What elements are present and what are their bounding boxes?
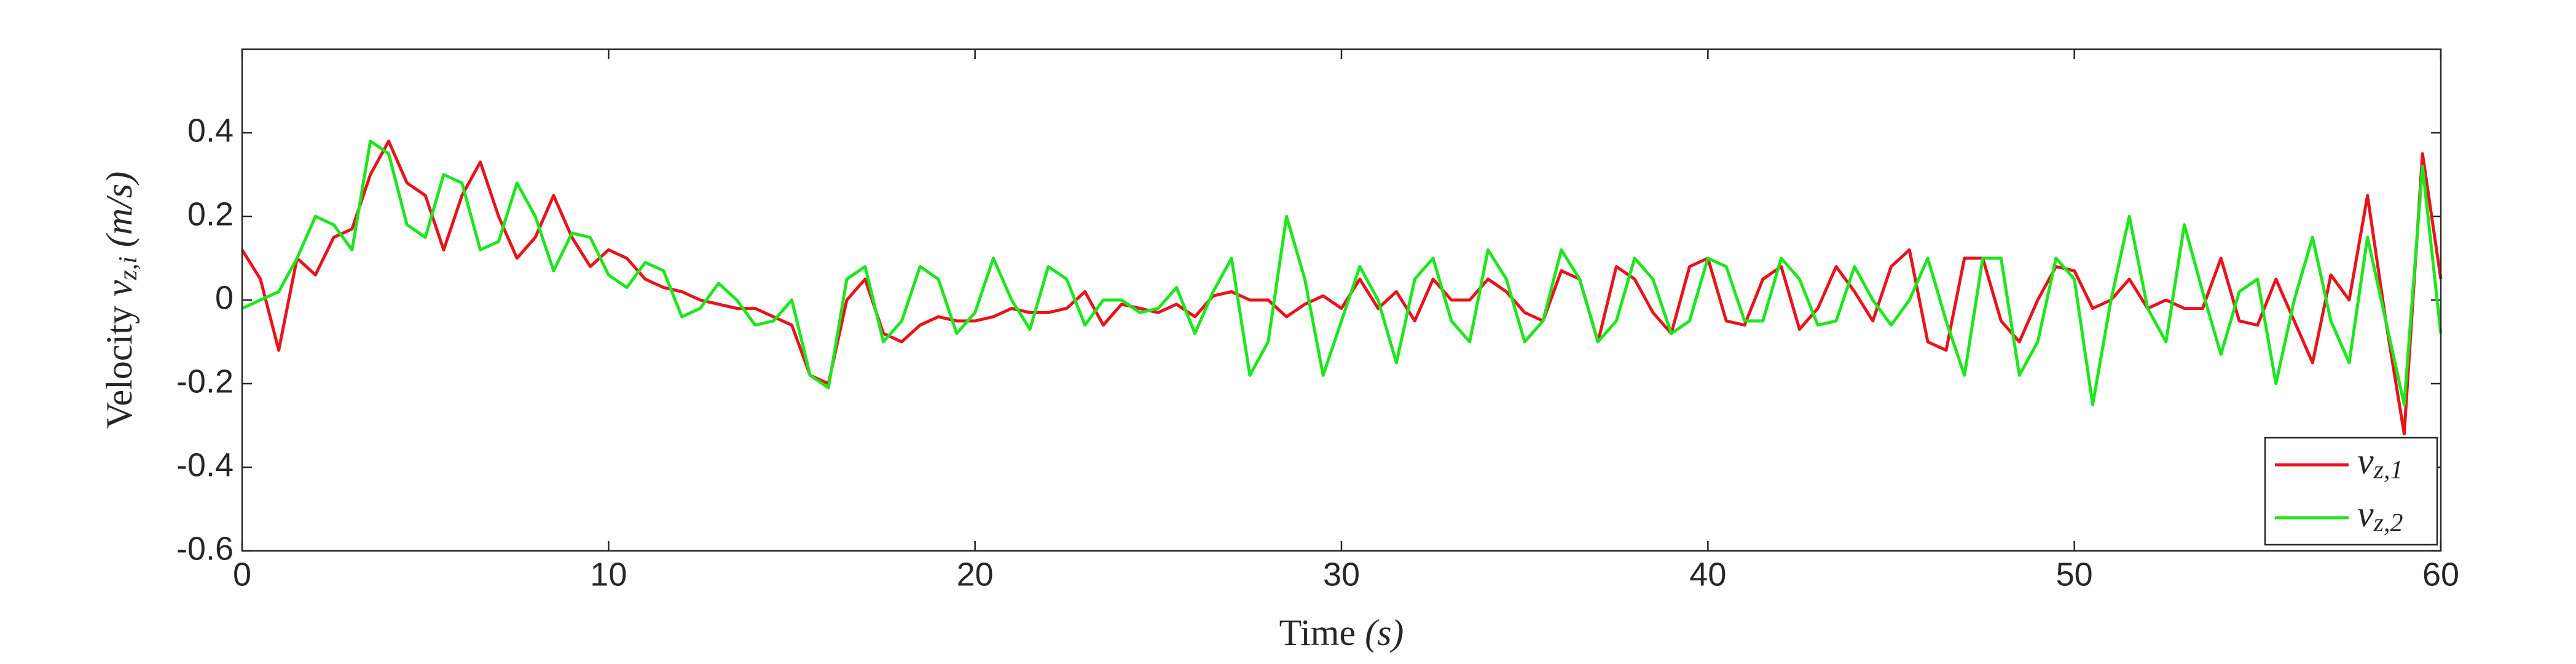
x-tick-label: 50 (2056, 556, 2093, 593)
series-line (240, 140, 2443, 436)
legend-label: vz,2 (2357, 494, 2403, 537)
x-tick-label: 10 (590, 556, 627, 593)
legend-box (2264, 437, 2438, 546)
y-label-subscript: z,i (114, 256, 143, 281)
y-tick-label: -0.2 (176, 363, 234, 400)
x-tick-label: 0 (233, 556, 251, 593)
y-tick-label: -0.6 (176, 530, 234, 567)
axes-box (241, 48, 2442, 552)
legend-subscript: z,2 (2373, 509, 2403, 537)
y-tick-label: 0.4 (187, 112, 234, 149)
legend-name: v (2357, 441, 2374, 481)
y-tick-label: 0 (215, 279, 234, 316)
x-tick-label: 20 (957, 556, 994, 593)
legend-name: v (2357, 494, 2374, 534)
legend-label: vz,1 (2357, 441, 2403, 484)
legend-subscript: z,1 (2373, 456, 2403, 484)
x-tick-label: 30 (1323, 556, 1360, 593)
y-axis-label: Velocity vz,i (m/s) (99, 172, 147, 429)
x-axis-label: Time (s) (1279, 612, 1404, 653)
x-tick-label: 60 (2422, 556, 2459, 593)
y-tick-label: 0.2 (187, 196, 234, 232)
y-label-text: Velocity (99, 306, 139, 429)
x-tick-label: 40 (1689, 556, 1726, 593)
y-label-symbol: v (99, 280, 139, 296)
x-label-text: Time (1279, 612, 1356, 653)
series-line (241, 140, 2443, 406)
y-label-unit: (m/s) (99, 172, 139, 247)
legend: vz,1vz,2 (2264, 437, 2438, 546)
y-tick-label: -0.4 (176, 446, 234, 483)
x-label-symbol: (s) (1365, 612, 1404, 653)
